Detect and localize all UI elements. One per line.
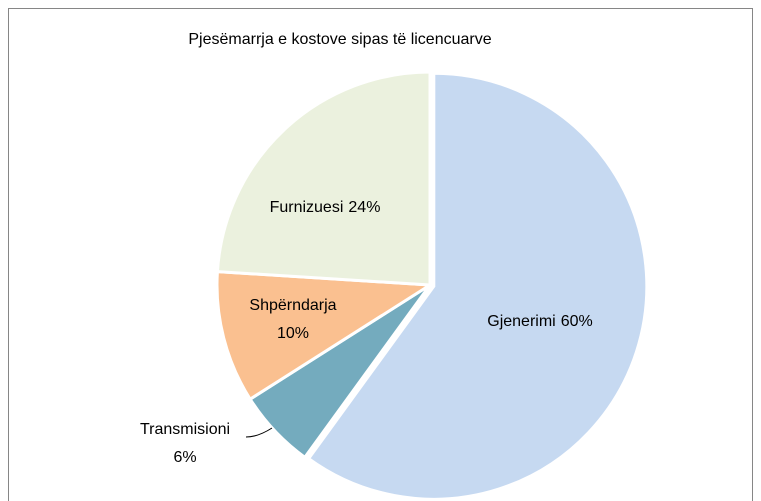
label-category: Shpërndarja	[249, 297, 336, 314]
leader-line	[245, 427, 273, 438]
data-label: Transmisioni 6%	[140, 421, 230, 466]
label-value: 24%	[348, 199, 380, 216]
label-value: 6%	[173, 449, 196, 466]
label-category: Transmisioni	[140, 421, 230, 438]
label-category: Furnizuesi	[270, 199, 344, 216]
data-label: Furnizuesi 24%	[270, 199, 381, 216]
label-value: 60%	[561, 313, 593, 330]
pie-slice	[306, 71, 649, 501]
data-label: Shpërndarja 10%	[249, 297, 336, 342]
data-label: Gjenerimi 60%	[487, 313, 593, 330]
label-value: 10%	[277, 325, 309, 342]
pie-slice	[215, 70, 432, 287]
pie-slice	[215, 270, 435, 402]
label-category: Gjenerimi	[487, 313, 555, 330]
chart-title: Pjesëmarrja e kostove sipas të licencuar…	[188, 31, 491, 48]
